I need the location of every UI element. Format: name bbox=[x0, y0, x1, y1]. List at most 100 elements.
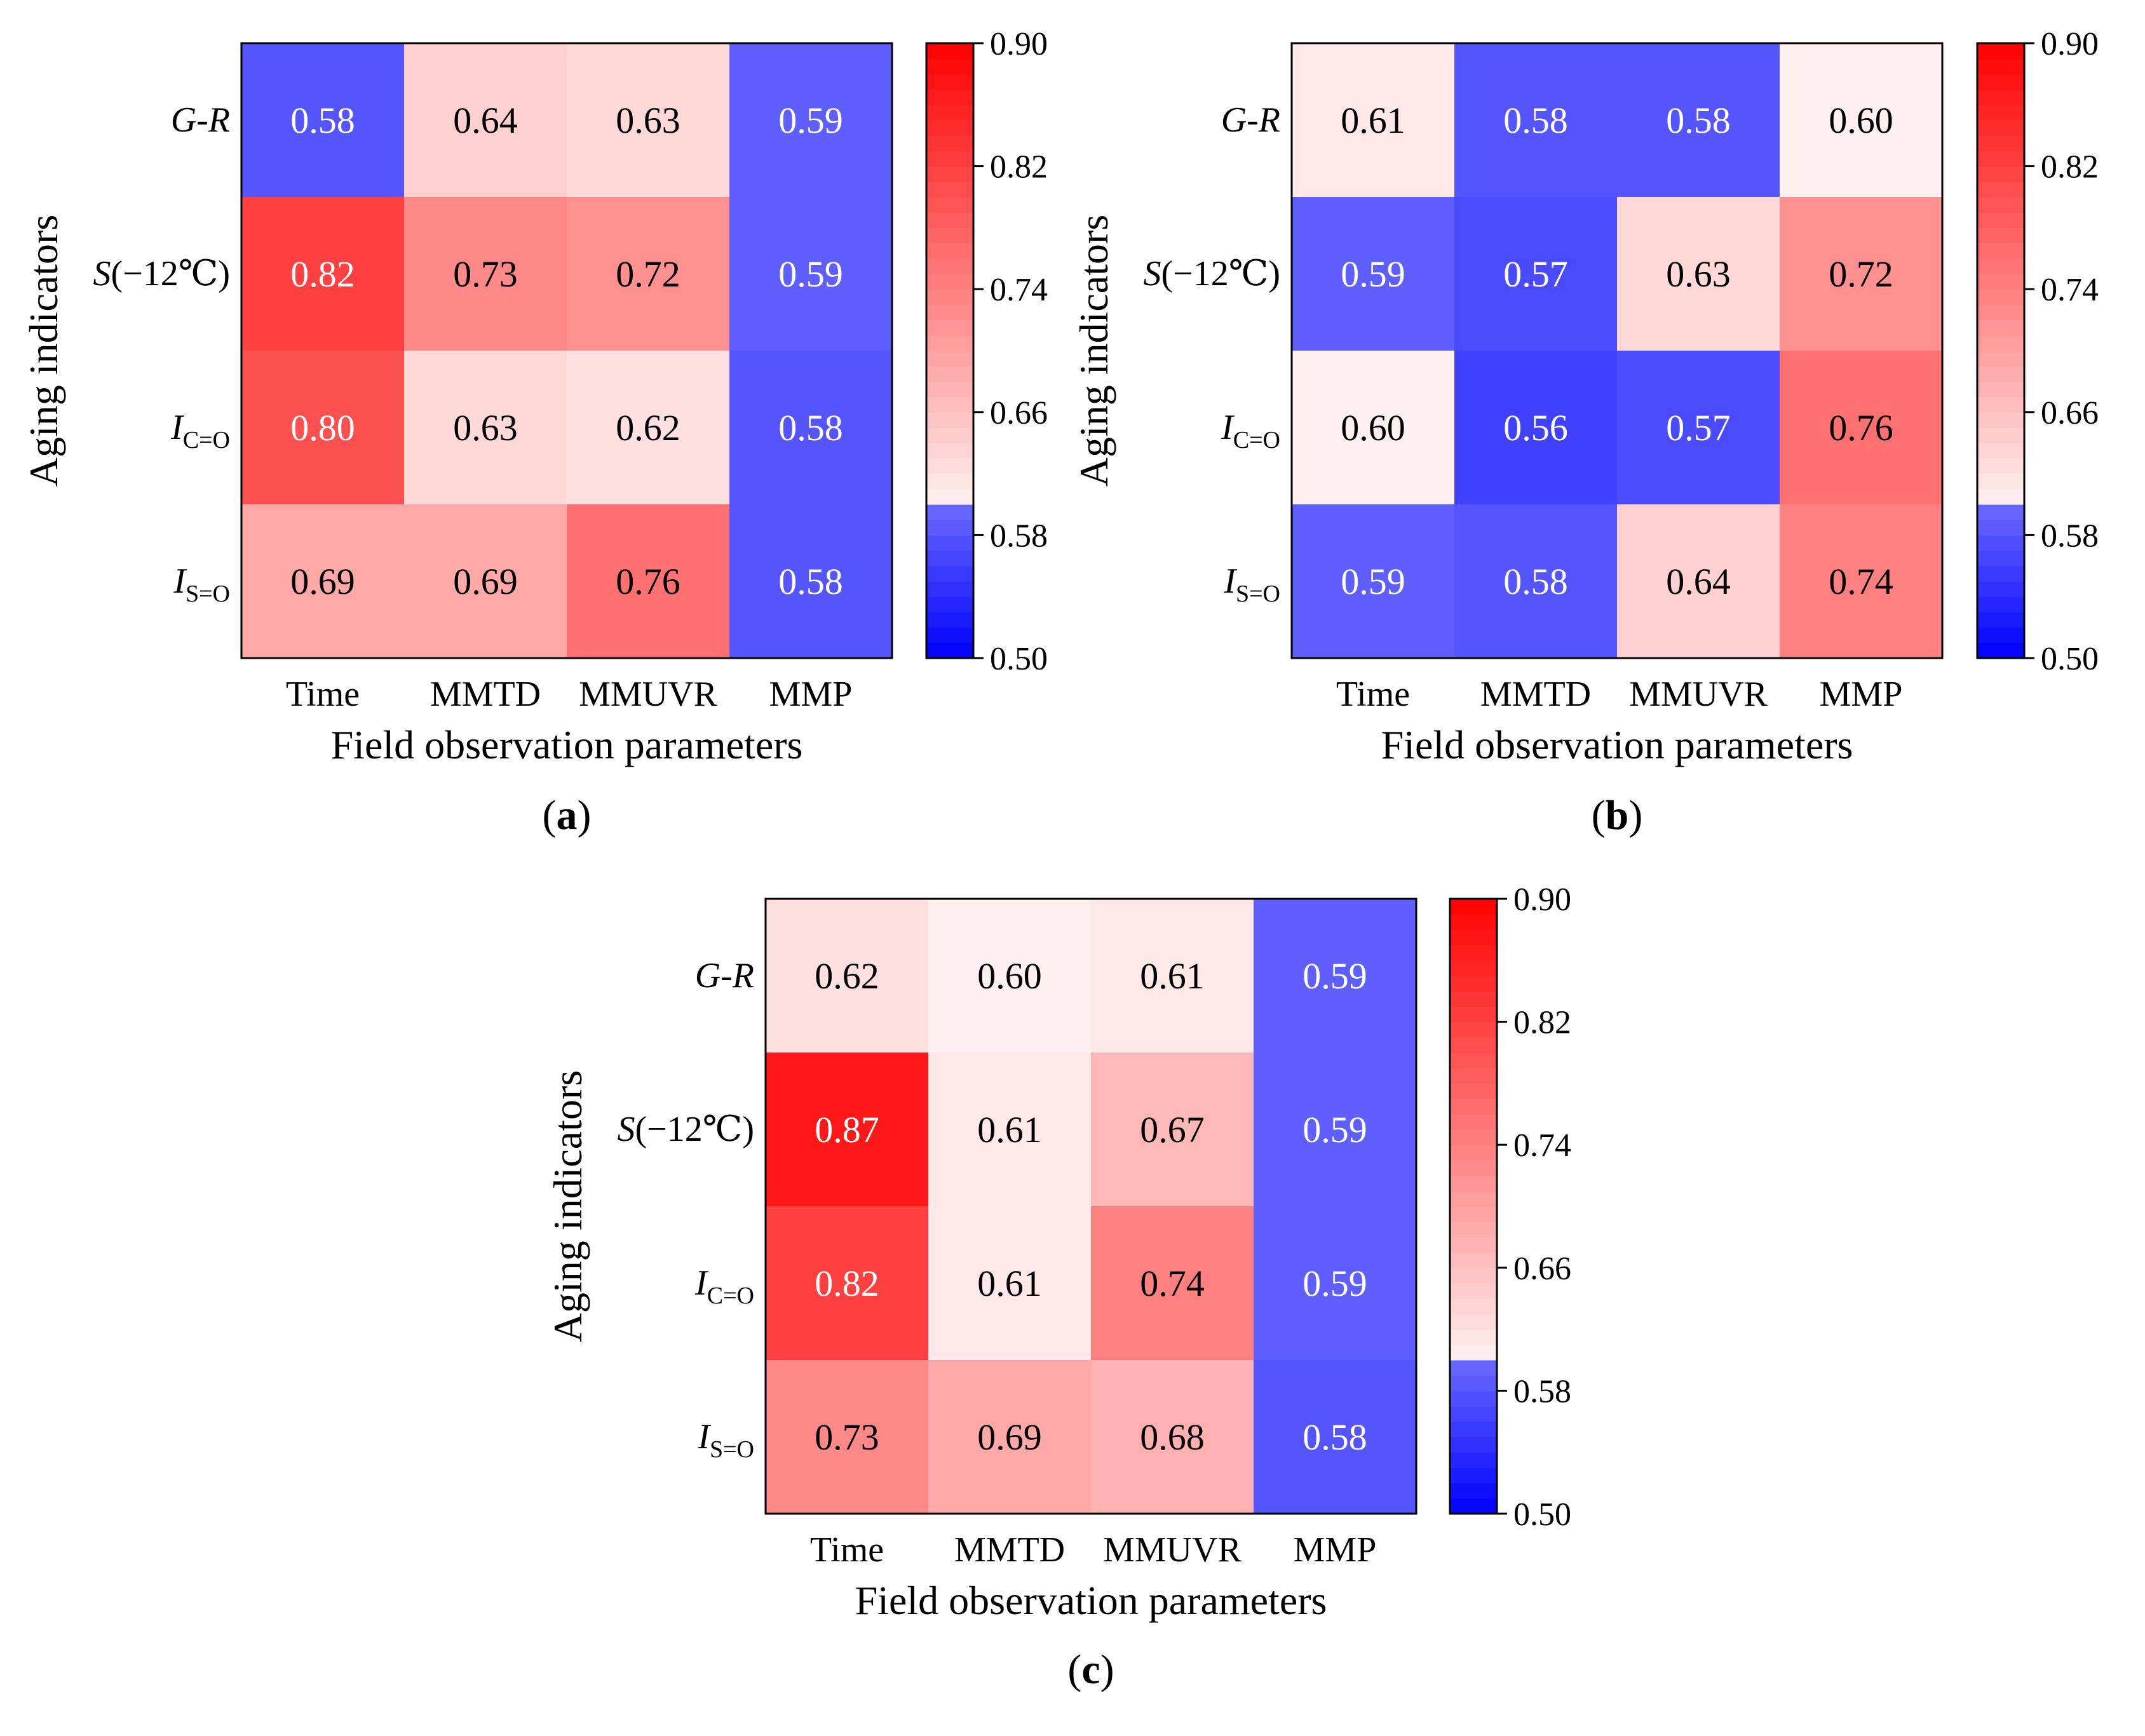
y-tick-label: S(−12℃) bbox=[617, 1110, 754, 1149]
colorbar-step bbox=[1977, 628, 2024, 643]
colorbar-step bbox=[1977, 335, 2024, 351]
cell-value-label: 0.60 bbox=[1341, 407, 1405, 448]
colorbar-step bbox=[1450, 1483, 1497, 1499]
colorbar-step bbox=[1450, 1329, 1497, 1345]
colorbar-tick-label: 0.66 bbox=[1513, 1251, 1571, 1287]
colorbar-tick-label: 0.74 bbox=[1513, 1127, 1571, 1164]
colorbar-tick-label: 0.90 bbox=[2041, 26, 2099, 62]
y-tick-label: IS=O bbox=[697, 1417, 754, 1463]
colorbar-step bbox=[1450, 1206, 1497, 1222]
colorbar-tick-label: 0.82 bbox=[2041, 149, 2099, 185]
colorbar-step bbox=[1977, 381, 2024, 397]
cell-value-label: 0.82 bbox=[815, 1263, 879, 1304]
cell-value-label: 0.61 bbox=[977, 1263, 1042, 1304]
colorbar-step bbox=[926, 628, 973, 643]
colorbar-step bbox=[1977, 458, 2024, 474]
colorbar-tick-label: 0.90 bbox=[1513, 882, 1571, 918]
panel-label: (b) bbox=[1592, 792, 1643, 838]
colorbar-step bbox=[1450, 899, 1497, 915]
cell-value-label: 0.69 bbox=[977, 1416, 1042, 1458]
colorbar-step bbox=[1977, 351, 2024, 367]
colorbar-step bbox=[926, 105, 973, 121]
colorbar-tick-label: 0.66 bbox=[2041, 395, 2099, 431]
cell-value-label: 0.59 bbox=[1303, 1109, 1367, 1150]
colorbar-step bbox=[1450, 1422, 1497, 1437]
cell-value-label: 0.58 bbox=[1503, 561, 1568, 602]
colorbar-step bbox=[1450, 1037, 1497, 1053]
cell-value-label: 0.63 bbox=[453, 407, 518, 448]
colorbar-step bbox=[1450, 1360, 1497, 1376]
colorbar-tick-label: 0.74 bbox=[990, 272, 1048, 308]
colorbar-step bbox=[926, 596, 973, 612]
colorbar-step bbox=[926, 504, 973, 520]
colorbar-step bbox=[1450, 1437, 1497, 1453]
colorbar-step bbox=[1977, 259, 2024, 274]
cell-value-label: 0.59 bbox=[1303, 955, 1367, 997]
colorbar-step bbox=[926, 259, 973, 274]
colorbar-step bbox=[1450, 976, 1497, 992]
colorbar-step bbox=[926, 458, 973, 474]
colorbar-step bbox=[926, 58, 973, 74]
colorbar-step bbox=[1977, 581, 2024, 597]
cell-value-label: 0.87 bbox=[815, 1109, 879, 1150]
colorbar-tick-label: 0.58 bbox=[990, 518, 1048, 554]
panel-label: (a) bbox=[543, 792, 592, 838]
colorbar-step bbox=[926, 90, 973, 105]
colorbar-step bbox=[1450, 960, 1497, 976]
colorbar-step bbox=[1977, 182, 2024, 198]
cell-value-label: 0.63 bbox=[616, 100, 680, 141]
colorbar-tick-label: 0.58 bbox=[1513, 1373, 1571, 1410]
colorbar-tick-label: 0.90 bbox=[990, 26, 1048, 62]
colorbar-step bbox=[1977, 166, 2024, 182]
colorbar-step bbox=[926, 289, 973, 305]
y-tick-label: IC=O bbox=[1221, 408, 1280, 454]
colorbar-step bbox=[1450, 1268, 1497, 1284]
cell-value-label: 0.59 bbox=[778, 100, 843, 141]
colorbar-step bbox=[1977, 612, 2024, 628]
colorbar-step bbox=[926, 304, 973, 320]
cell-value-label: 0.76 bbox=[616, 561, 680, 602]
colorbar-step bbox=[926, 243, 973, 259]
colorbar-step bbox=[1450, 1145, 1497, 1161]
x-tick-label: MMUVR bbox=[1103, 1530, 1242, 1570]
colorbar-step bbox=[1450, 929, 1497, 945]
y-tick-label: IC=O bbox=[694, 1263, 754, 1309]
colorbar-step bbox=[1450, 1099, 1497, 1115]
colorbar-step bbox=[1977, 197, 2024, 213]
colorbar-step bbox=[926, 135, 973, 151]
colorbar-step bbox=[926, 197, 973, 213]
colorbar-step bbox=[926, 551, 973, 567]
heatmap-panel-a: 0.58 0.64 0.63 0.59 0.82 0.73 0.72 0.59 0.80 0.63… bbox=[21, 26, 1048, 838]
colorbar-step bbox=[1977, 489, 2024, 505]
colorbar-step bbox=[1977, 304, 2024, 320]
cell-value-label: 0.61 bbox=[977, 1109, 1042, 1150]
colorbar-step bbox=[926, 566, 973, 582]
cell-value-label: 0.62 bbox=[616, 407, 680, 448]
colorbar-step bbox=[926, 227, 973, 243]
colorbar-step bbox=[926, 581, 973, 597]
colorbar-tick-label: 0.82 bbox=[1513, 1005, 1571, 1041]
colorbar-step bbox=[1450, 1467, 1497, 1483]
y-axis-title: Aging indicators bbox=[545, 1070, 590, 1342]
cell-value-label: 0.69 bbox=[453, 561, 518, 602]
colorbar-step bbox=[1450, 991, 1497, 1007]
cell-value-label: 0.59 bbox=[1303, 1263, 1367, 1304]
colorbar-step bbox=[1450, 1053, 1497, 1068]
cell-value-label: 0.64 bbox=[453, 100, 518, 141]
colorbar-step bbox=[926, 489, 973, 505]
x-tick-label: MMTD bbox=[954, 1530, 1065, 1570]
colorbar-step bbox=[1450, 1345, 1497, 1361]
cell-value-label: 0.73 bbox=[815, 1416, 879, 1458]
cell-value-label: 0.59 bbox=[1341, 253, 1405, 295]
heatmap-panel-c: 0.62 0.60 0.61 0.590.87 0.61 0.67 0.590.82 0.61… bbox=[545, 882, 1571, 1693]
colorbar-step bbox=[1977, 105, 2024, 121]
cell-value-label: 0.60 bbox=[977, 955, 1042, 997]
cell-value-label: 0.80 bbox=[290, 407, 355, 448]
colorbar-step bbox=[926, 412, 973, 428]
colorbar-step bbox=[1450, 1375, 1497, 1391]
colorbar-step bbox=[1977, 443, 2024, 459]
colorbar-step bbox=[1977, 243, 2024, 259]
y-tick-label: G-R bbox=[1221, 100, 1280, 140]
y-tick-label: IS=O bbox=[173, 562, 230, 607]
x-tick-label: MMTD bbox=[1480, 675, 1591, 714]
